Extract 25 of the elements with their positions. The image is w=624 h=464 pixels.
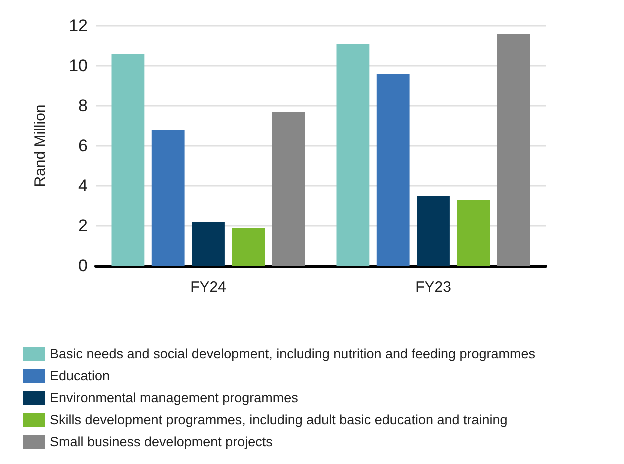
bar bbox=[336, 44, 370, 266]
y-tick-label: 2 bbox=[78, 216, 88, 236]
bar bbox=[112, 54, 145, 266]
legend-label: Small business development projects bbox=[50, 434, 274, 450]
y-tick-label: 10 bbox=[69, 56, 88, 76]
y-tick-label: 6 bbox=[78, 136, 88, 156]
x-tick-label: FY24 bbox=[190, 279, 226, 296]
x-tick-label: FY23 bbox=[416, 279, 452, 296]
bar bbox=[497, 34, 530, 266]
bar bbox=[457, 200, 490, 266]
y-tick-label: 8 bbox=[78, 96, 88, 116]
legend-label: Skills development programmes, including adult basic education and training bbox=[50, 412, 508, 428]
y-tick-label: 4 bbox=[78, 176, 88, 196]
legend-label: Basic needs and social development, including nutrition and feeding programmes bbox=[50, 346, 536, 362]
bar bbox=[272, 112, 306, 266]
y-axis-title: Rand Million bbox=[32, 104, 49, 188]
y-tick-label: 12 bbox=[69, 16, 88, 36]
bar bbox=[192, 222, 225, 266]
bar bbox=[417, 196, 450, 266]
bar bbox=[232, 228, 266, 266]
y-tick-label: 0 bbox=[78, 256, 88, 276]
legend-label: Education bbox=[50, 368, 110, 384]
bar bbox=[376, 74, 410, 266]
bar bbox=[152, 130, 185, 266]
legend-label: Environmental management programmes bbox=[50, 390, 299, 406]
